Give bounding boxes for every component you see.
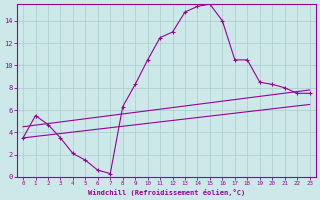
X-axis label: Windchill (Refroidissement éolien,°C): Windchill (Refroidissement éolien,°C)	[88, 189, 245, 196]
